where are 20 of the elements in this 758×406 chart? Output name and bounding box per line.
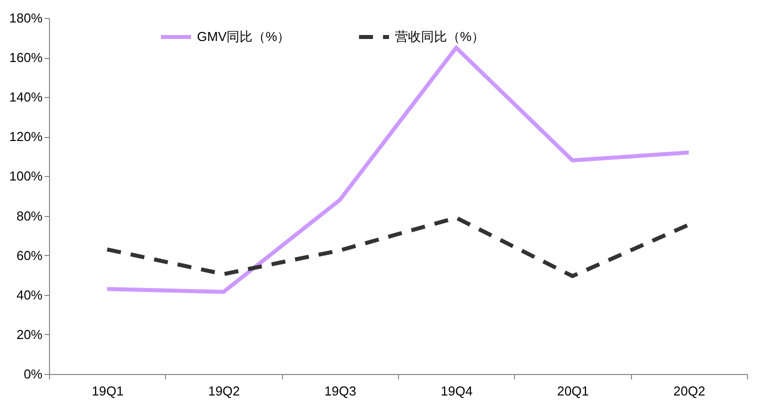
x-tick-label: 19Q4 [440,384,473,398]
y-tick-label: 80% [16,208,43,224]
x-tick-label: 20Q2 [673,384,706,398]
legend-label: 营收同比（%） [395,29,485,44]
y-tick-label: 140% [9,90,43,105]
y-tick-label: 100% [9,168,43,184]
y-tick-label: 0% [24,366,43,382]
y-tick-label: 60% [16,248,43,263]
y-tick-label: 120% [9,129,43,144]
x-tick-label: 19Q1 [92,384,124,398]
x-tick-label: 20Q1 [557,384,589,398]
line-series [105,46,691,294]
y-tick-label: 40% [16,287,43,302]
y-tick-label: 20% [16,326,43,342]
legend-label: GMV同比（%） [197,29,290,44]
x-tick-label: 19Q3 [324,384,356,398]
line-series [105,216,691,278]
y-tick-label: 180% [9,10,43,26]
y-tick-label: 160% [9,50,43,66]
x-tick-label: 19Q2 [208,384,240,398]
